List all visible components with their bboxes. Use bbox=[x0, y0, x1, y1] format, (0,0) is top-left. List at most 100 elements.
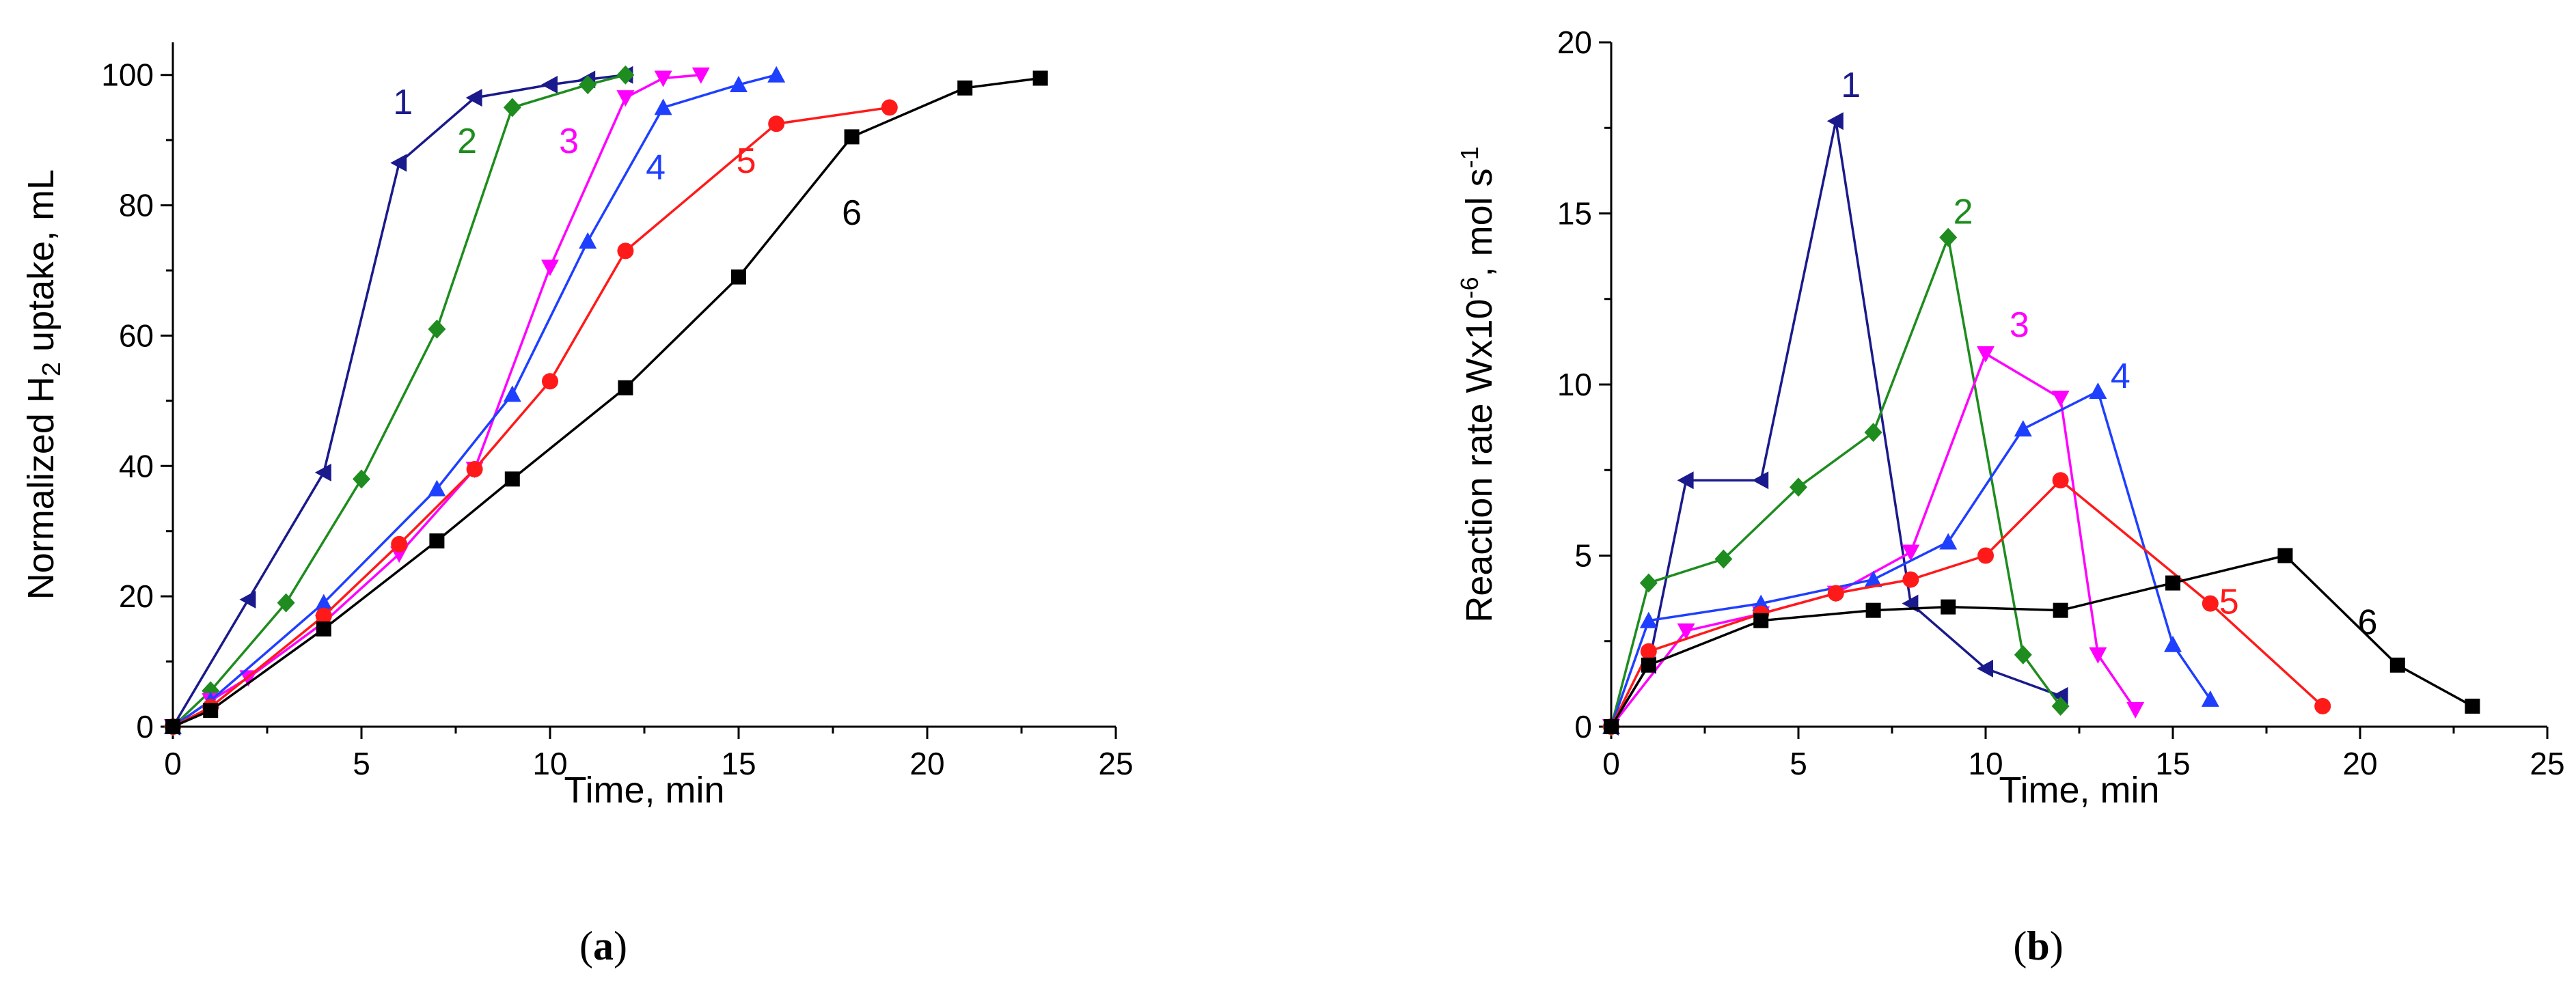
series-6-point bbox=[316, 621, 331, 637]
y-tick-label: 0 bbox=[136, 709, 154, 744]
series-3-point bbox=[1977, 346, 1995, 363]
series-6-point bbox=[844, 129, 860, 145]
panel-a-y-title-prefix: Normalized H bbox=[20, 376, 61, 600]
y-tick-label: 100 bbox=[101, 57, 154, 93]
y-tick-label: 5 bbox=[1574, 538, 1592, 574]
series-6-label: 6 bbox=[842, 193, 862, 233]
series-5-point bbox=[881, 99, 898, 116]
series-6-point bbox=[1753, 613, 1769, 628]
series-2-point bbox=[1939, 227, 1958, 247]
series-3-label: 3 bbox=[2010, 305, 2029, 345]
series-5-point bbox=[315, 607, 332, 624]
series-2 bbox=[1602, 227, 2070, 736]
series-2-point bbox=[2051, 696, 2070, 716]
series-4-point bbox=[654, 98, 672, 115]
series-4-point bbox=[2014, 420, 2032, 437]
x-tick-label: 25 bbox=[2530, 746, 2564, 781]
series-1-point bbox=[239, 590, 256, 609]
y-tick-label: 60 bbox=[119, 318, 154, 353]
series-5-label: 5 bbox=[2219, 583, 2239, 622]
series-6-point bbox=[1865, 602, 1881, 618]
panel-b-y-title-exponent-2: -1 bbox=[1455, 146, 1483, 168]
series-2-line bbox=[172, 74, 626, 728]
series-4-point bbox=[2201, 690, 2219, 707]
series-3-point bbox=[2051, 391, 2070, 408]
panel-a-y-axis-title: Normalized H2 uptake, mL bbox=[20, 169, 66, 600]
series-3-point bbox=[1677, 623, 1695, 640]
series-6-point bbox=[618, 380, 633, 395]
panel-a-series bbox=[164, 65, 1048, 736]
series-2-point bbox=[1639, 573, 1658, 593]
series-1-point bbox=[465, 89, 482, 107]
series-6-line bbox=[172, 76, 1041, 728]
series-1-point bbox=[1752, 471, 1769, 490]
series-4-point bbox=[314, 594, 333, 611]
series-4-point bbox=[579, 232, 597, 249]
y-tick-label: 15 bbox=[1557, 196, 1592, 232]
series-2-point bbox=[428, 319, 446, 339]
panel-a-axes bbox=[172, 42, 1116, 728]
series-2-point bbox=[616, 65, 635, 85]
series-2-label: 2 bbox=[457, 122, 477, 161]
series-6-label: 6 bbox=[2357, 603, 2377, 643]
series-4-point bbox=[1864, 570, 1882, 587]
panel-a-label: (a) bbox=[579, 923, 627, 968]
panel-a-y-title-subscript: 2 bbox=[38, 362, 66, 376]
series-3-point bbox=[691, 67, 710, 84]
series-5-line bbox=[172, 106, 890, 728]
panel-a-y-title-suffix: uptake, mL bbox=[20, 169, 61, 362]
series-3-point bbox=[2089, 647, 2107, 664]
series-1 bbox=[1602, 112, 2068, 736]
series-4 bbox=[164, 66, 786, 734]
x-tick-label: 5 bbox=[1790, 746, 1807, 781]
x-tick-label: 10 bbox=[532, 746, 567, 781]
series-1-line bbox=[172, 73, 626, 727]
series-5 bbox=[165, 99, 898, 735]
x-tick-label: 25 bbox=[1098, 746, 1133, 781]
panel-b-y-title-exponent-1: -6 bbox=[1455, 277, 1483, 298]
series-2-point bbox=[1864, 423, 1882, 443]
series-5-point bbox=[391, 535, 408, 553]
series-4-point bbox=[1939, 533, 1958, 550]
x-tick-label: 20 bbox=[2342, 746, 2377, 781]
series-6 bbox=[1604, 548, 2480, 734]
series-2-point bbox=[2014, 645, 2032, 665]
series-5-point bbox=[2052, 472, 2069, 489]
panel-b-axes bbox=[1610, 42, 2547, 728]
panel-b: 0 5 10 15 20 25 0 5 10 15 20 1 2 3 4 5 6 Time, min Reac… bbox=[1455, 25, 2565, 968]
series-2-point bbox=[503, 98, 521, 117]
series-1-label: 1 bbox=[1841, 66, 1861, 105]
y-tick-label: 0 bbox=[1574, 709, 1592, 744]
x-tick-label: 10 bbox=[1968, 746, 2003, 781]
panel-b-curve-labels: 1 2 3 4 5 6 bbox=[1841, 66, 2377, 643]
series-4-point bbox=[767, 66, 786, 83]
series-2-point bbox=[353, 469, 370, 489]
panel-b-label: (b) bbox=[2013, 923, 2063, 968]
x-tick-label: 0 bbox=[1602, 746, 1620, 781]
series-5-point bbox=[1902, 571, 1919, 588]
series-5-point bbox=[466, 461, 483, 478]
series-6-line bbox=[1610, 554, 2474, 727]
series-5-point bbox=[1827, 585, 1844, 602]
series-6-point bbox=[203, 703, 219, 718]
series-1-label: 1 bbox=[393, 83, 413, 122]
y-tick-label: 10 bbox=[1557, 367, 1592, 402]
panel-b-series bbox=[1602, 112, 2480, 736]
y-tick-label: 40 bbox=[119, 448, 154, 484]
series-5-point bbox=[1977, 547, 1994, 564]
x-tick-label: 15 bbox=[721, 746, 756, 781]
series-6 bbox=[165, 70, 1048, 734]
panel-b-y-title-mid: , mol s bbox=[1459, 168, 1500, 277]
series-3-point bbox=[1902, 544, 1920, 561]
series-1-line bbox=[1610, 120, 2061, 727]
x-tick-label: 15 bbox=[2155, 746, 2190, 781]
series-1-point bbox=[1826, 112, 1844, 130]
y-tick-label: 80 bbox=[119, 188, 154, 223]
series-4-point bbox=[730, 76, 748, 93]
series-2-point bbox=[277, 593, 295, 613]
series-2-line bbox=[1610, 236, 2062, 727]
series-6-point bbox=[731, 269, 746, 285]
series-1-point bbox=[390, 154, 407, 172]
